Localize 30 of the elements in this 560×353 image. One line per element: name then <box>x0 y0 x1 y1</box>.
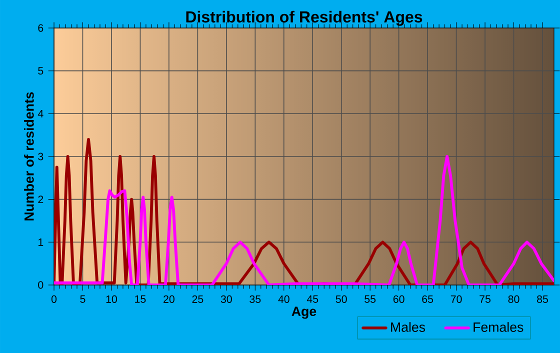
x-tick-label: 40 <box>278 295 290 303</box>
x-tick-label: 80 <box>508 295 520 303</box>
x-tick-label: 75 <box>480 295 491 303</box>
x-tick-label: 60 <box>393 295 404 303</box>
y-tick-label: 4 <box>38 110 44 118</box>
x-tick-label: 20 <box>164 295 174 303</box>
x-tick-label: 45 <box>306 295 318 303</box>
x-tick-label: 30 <box>220 295 232 303</box>
chart-title: Distribution of Residents' Ages <box>186 10 422 26</box>
x-axis-title: Age <box>292 306 316 319</box>
y-tick-label: 5 <box>38 67 44 75</box>
x-tick-label: 0 <box>51 295 57 303</box>
y-tick-label: 1 <box>38 238 44 246</box>
y-tick-label: 6 <box>38 24 44 32</box>
y-tick-label: 3 <box>38 152 44 160</box>
x-tick-label: 5 <box>80 295 86 303</box>
legend-label: Males <box>391 322 426 332</box>
y-tick-label: 2 <box>38 196 44 204</box>
y-tick-label: 0 <box>38 281 44 289</box>
x-tick-label: 70 <box>450 295 462 303</box>
x-tick-label: 15 <box>135 295 146 303</box>
legend-label: Females <box>474 322 524 332</box>
x-tick-label: 55 <box>364 295 376 303</box>
x-tick-label: 35 <box>250 295 261 303</box>
x-tick-label: 65 <box>422 295 434 303</box>
x-tick-label: 25 <box>192 295 204 303</box>
x-tick-label: 10 <box>106 295 117 303</box>
x-tick-label: 50 <box>336 295 347 303</box>
y-axis-title: Number of residents <box>24 92 34 220</box>
x-tick-label: 85 <box>537 295 548 303</box>
